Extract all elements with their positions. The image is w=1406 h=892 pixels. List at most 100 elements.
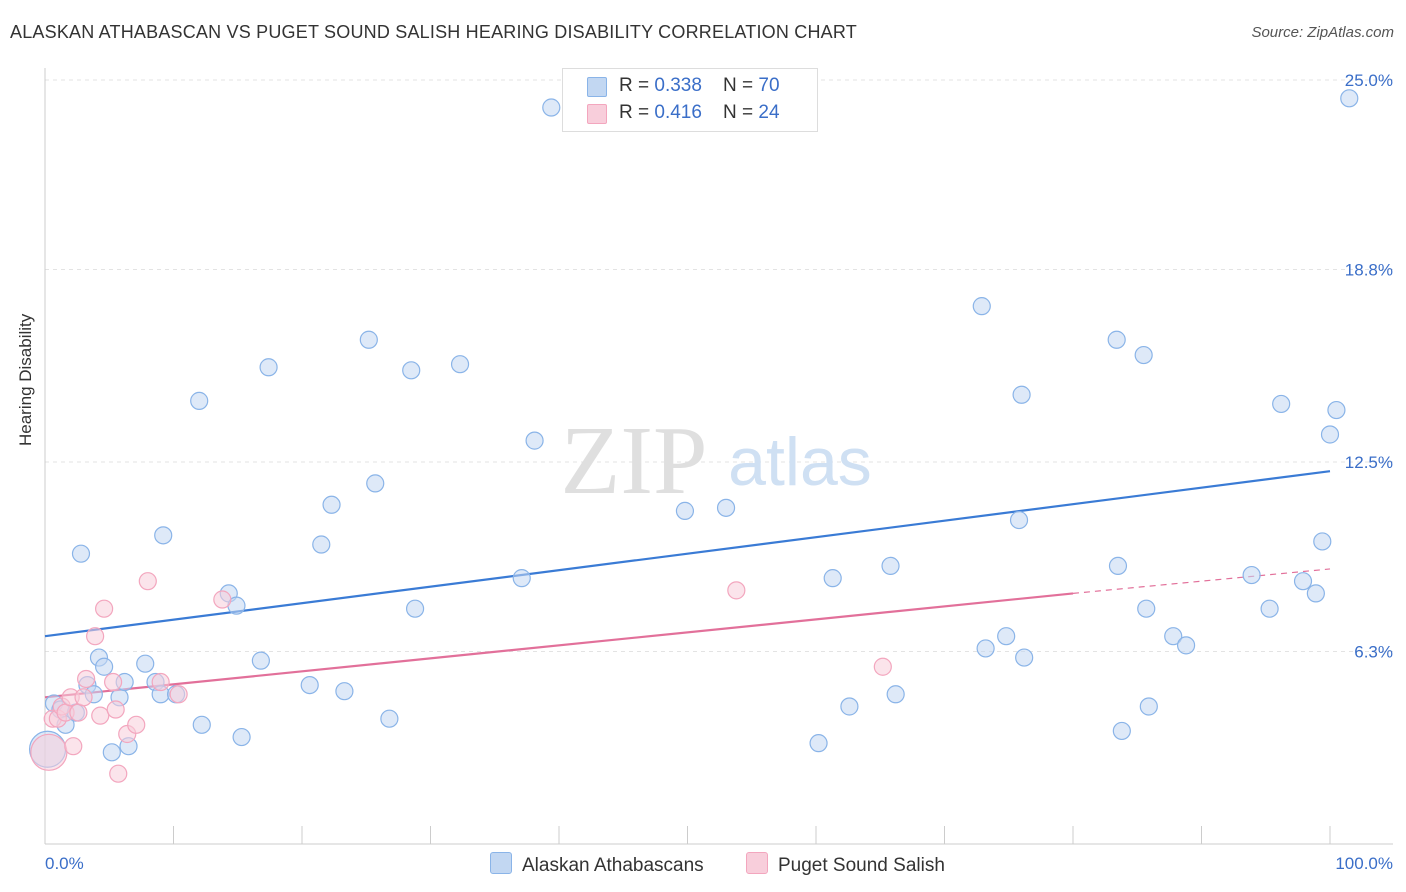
legend-swatch-blue (587, 77, 607, 97)
series-legend-puget: Puget Sound Salish (746, 852, 945, 877)
data-point-alaskan (976, 639, 995, 658)
data-point-puget (64, 737, 83, 756)
data-point-alaskan (312, 535, 331, 554)
legend-swatch-pink (587, 104, 607, 124)
series-name-puget: Puget Sound Salish (778, 855, 945, 876)
data-point-alaskan (1134, 345, 1153, 365)
legend-n-label: N = (723, 75, 759, 96)
watermark-atlas: atlas (728, 424, 872, 500)
data-point-puget (127, 715, 146, 734)
legend-n-label: N = (723, 102, 759, 123)
data-point-alaskan (809, 734, 828, 753)
data-point-alaskan (136, 654, 155, 673)
y-tick-label: 12.5% (1345, 453, 1393, 472)
data-point-alaskan (1260, 599, 1279, 618)
watermark-zip: ZIP (561, 407, 708, 515)
data-point-alaskan (675, 501, 695, 520)
data-point-alaskan (190, 391, 209, 410)
data-point-puget (106, 700, 125, 719)
legend-n-value: 70 (758, 75, 780, 96)
data-point-alaskan (300, 675, 319, 695)
data-point-alaskan (71, 544, 91, 563)
data-point-alaskan (1107, 330, 1126, 349)
data-point-alaskan (1009, 510, 1029, 530)
data-point-alaskan (1137, 599, 1156, 618)
y-tick-label: 18.8% (1345, 260, 1393, 279)
data-point-alaskan (154, 526, 173, 545)
data-point-alaskan (512, 569, 531, 588)
tick-labels: 6.3% 12.5% 18.8% 25.0% 0.0% 100.0% (45, 71, 1393, 873)
data-point-puget (91, 706, 110, 725)
data-point-alaskan (1340, 89, 1359, 108)
data-point-alaskan (1272, 394, 1291, 414)
trend-line-extension (1072, 568, 1331, 595)
legend-r-value: 0.338 (654, 75, 702, 96)
trend-line-alaskan (44, 470, 1331, 638)
x-tick-label: 100.0% (1335, 854, 1393, 873)
data-point-puget (86, 627, 105, 646)
data-point-alaskan (840, 697, 859, 716)
data-point-alaskan (1112, 721, 1131, 741)
data-point-puget (77, 669, 96, 689)
trend-lines (44, 470, 1331, 699)
data-point-puget (873, 657, 892, 676)
axes (44, 68, 1393, 845)
data-point-alaskan (232, 727, 251, 747)
chart-title: ALASKAN ATHABASCAN VS PUGET SOUND SALISH… (10, 22, 857, 42)
data-point-alaskan (366, 474, 385, 493)
data-point-alaskan (972, 297, 991, 316)
data-point-alaskan (1242, 565, 1261, 585)
correlation-legend: R = 0.338 N = 70 R = 0.416 N = 24 (562, 68, 818, 132)
data-point-alaskan (542, 98, 561, 117)
data-point-puget (727, 581, 746, 600)
source-label: Source: ZipAtlas.com (1251, 24, 1394, 41)
data-point-puget (104, 672, 123, 692)
data-point-alaskan (525, 431, 544, 450)
data-point-alaskan (192, 715, 211, 734)
series-legend-alaskan: Alaskan Athabascans (490, 852, 704, 877)
data-point-puget (151, 672, 170, 692)
data-point-alaskan (1015, 648, 1034, 667)
data-point-alaskan (1176, 636, 1196, 655)
data-point-puget (69, 703, 88, 722)
data-point-alaskan (1139, 697, 1158, 716)
data-point-alaskan (95, 657, 114, 676)
data-point-alaskan (1306, 584, 1325, 603)
data-point-alaskan (450, 355, 470, 374)
series-name-alaskan: Alaskan Athabascans (522, 855, 704, 876)
data-point-alaskan (823, 569, 842, 588)
data-point-puget (74, 688, 93, 707)
data-point-alaskan (1327, 400, 1346, 420)
y-tick-label: 25.0% (1345, 71, 1393, 90)
data-point-alaskan (997, 627, 1016, 646)
data-point-puget (213, 590, 232, 609)
data-point-alaskan (1313, 532, 1332, 551)
data-point-alaskan (259, 358, 278, 377)
y-axis-label: Hearing Disability (16, 313, 35, 446)
trend-line-puget (44, 592, 1074, 699)
data-point-alaskan (716, 498, 736, 517)
data-point-alaskan (322, 495, 341, 514)
data-point-puget (30, 733, 68, 771)
data-point-alaskan (380, 709, 399, 728)
data-point-alaskan (881, 556, 900, 576)
data-point-alaskan (1320, 425, 1340, 444)
legend-r-value: 0.416 (654, 102, 702, 123)
watermark: ZIP atlas (561, 407, 872, 515)
data-point-puget (109, 764, 128, 783)
data-point-alaskan (405, 599, 425, 618)
data-point-alaskan (102, 743, 121, 762)
legend-r-label: R = (619, 102, 655, 123)
legend-swatch-pink (746, 852, 768, 874)
data-point-alaskan (886, 685, 905, 704)
legend-swatch-blue (490, 852, 512, 874)
data-point-puget (95, 599, 114, 618)
data-point-alaskan (251, 651, 270, 670)
grid-lines (45, 79, 1393, 652)
data-point-alaskan (1293, 572, 1313, 591)
data-point-puget (138, 572, 157, 591)
data-point-alaskan (1012, 385, 1031, 404)
data-point-puget (169, 685, 188, 704)
data-point-alaskan (335, 682, 354, 701)
